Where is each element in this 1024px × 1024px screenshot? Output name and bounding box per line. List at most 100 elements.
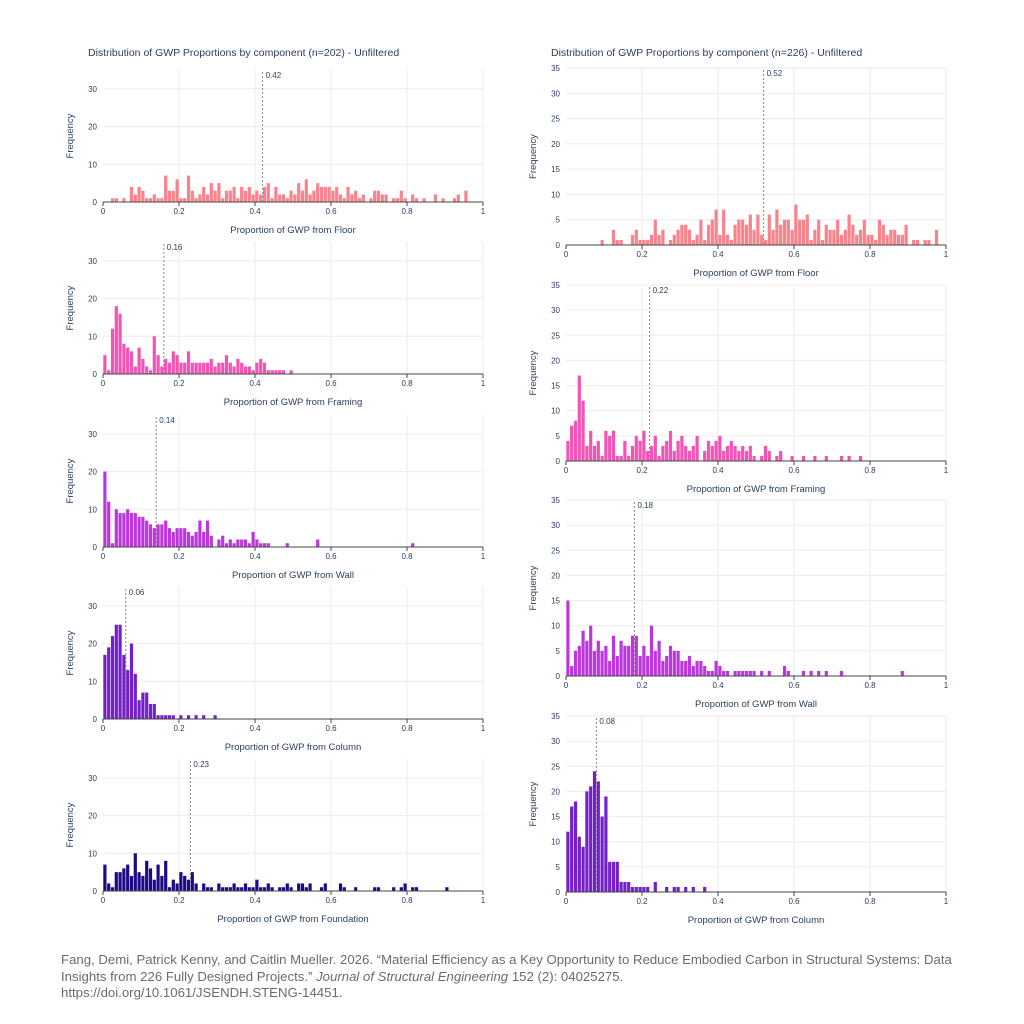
left-floor-bar <box>441 198 445 202</box>
right-floor-bar <box>657 234 661 245</box>
right-floor-ytick-label: 35 <box>551 64 560 73</box>
right-wall-bar <box>577 645 581 676</box>
right-wall-xtick-label: 0.2 <box>636 681 648 690</box>
left-column-bar <box>141 692 145 719</box>
right-floor-bar <box>760 234 764 245</box>
right-wall-bar <box>767 670 771 676</box>
right-framing-bar <box>570 425 574 461</box>
right-wall-bar <box>646 655 650 676</box>
left-column-bar <box>118 624 122 719</box>
right-column-bar <box>642 886 646 892</box>
right-wall-bar <box>657 640 661 676</box>
left-column-bar <box>202 715 206 719</box>
left-floor-bar <box>399 190 403 202</box>
left-foundation-bar <box>122 868 126 891</box>
right-wall-bar <box>722 670 726 676</box>
right-wall-xtick-label: 0.6 <box>788 681 800 690</box>
left-floor-bar <box>171 190 175 202</box>
left-wall-bar <box>137 516 141 547</box>
left-framing-bar <box>278 370 282 374</box>
right-wall-bar <box>725 670 730 676</box>
citation: Fang, Demi, Patrick Kenny, and Caitlin M… <box>61 952 981 1002</box>
right-wall-bar <box>638 655 642 676</box>
right-framing-xtick-label: 0.8 <box>864 466 876 475</box>
right-wall-bar <box>649 625 654 676</box>
left-wall-bar <box>228 539 232 547</box>
left-column-bar <box>133 673 137 719</box>
left-column-ytick-label: 20 <box>88 640 97 649</box>
right-wall-bar <box>714 660 718 676</box>
left-floor-bar <box>255 190 259 202</box>
right-floor-bar <box>710 219 714 245</box>
left-foundation-bar <box>175 883 179 891</box>
left-floor-bar <box>266 183 270 202</box>
right-wall-ytick-label: 30 <box>551 521 560 530</box>
right-wall-bar <box>786 670 790 676</box>
right-floor-bar <box>820 239 825 245</box>
right-column-bar <box>615 861 619 892</box>
left-foundation-bar <box>156 864 160 891</box>
left-foundation-bar <box>148 868 153 891</box>
left-foundation-bar <box>278 887 282 891</box>
left-floor-bar <box>369 198 373 202</box>
right-wall-bar <box>752 670 756 676</box>
right-framing-bar <box>824 455 828 461</box>
right-chart-title: Distribution of GWP Proportions by compo… <box>551 47 862 59</box>
right-framing-bar <box>695 435 699 461</box>
left-floor-xtick-label: 1 <box>481 207 486 216</box>
right-framing-bar <box>733 445 737 461</box>
left-column-xtick-label: 0 <box>101 724 106 733</box>
left-floor-ytick-label: 30 <box>88 85 97 94</box>
right-floor-bar <box>638 239 642 245</box>
right-framing-ytick-label: 15 <box>551 382 560 391</box>
right-wall-bar <box>581 630 585 676</box>
left-floor-bar <box>300 190 305 202</box>
left-framing-ytick-label: 30 <box>88 257 97 266</box>
left-floor-bar <box>392 198 396 202</box>
left-foundation-bar <box>255 879 259 891</box>
right-wall-ytick-label: 0 <box>556 672 561 681</box>
right-framing-xtick-label: 1 <box>944 466 949 475</box>
right-framing-bar <box>573 420 578 461</box>
left-foundation-ytick-label: 10 <box>88 849 97 858</box>
right-wall-bar <box>668 645 673 676</box>
panel-left-wall: 0 10 20 30 0 0.2 0.4 0.6 0.8 1 0.14 Proportion of G… <box>65 415 486 581</box>
right-framing-bar <box>630 445 635 461</box>
citation-details: 152 (2): 04025275. <box>511 968 624 984</box>
right-wall-ytick-label: 10 <box>551 622 560 631</box>
right-wall-bar <box>760 670 764 676</box>
right-framing-bar <box>577 375 581 461</box>
right-wall-bar <box>839 670 844 676</box>
right-wall-bar <box>680 660 684 676</box>
left-wall-bar <box>202 531 206 547</box>
left-column-bar <box>114 624 118 719</box>
left-floor-bar <box>122 198 126 202</box>
left-foundation-bar <box>289 887 293 891</box>
right-floor-bar <box>934 229 939 245</box>
left-foundation-bar <box>145 860 149 891</box>
left-foundation-xtick-label: 0.6 <box>325 896 337 905</box>
left-wall-bar <box>255 539 259 547</box>
left-foundation-bar <box>262 887 267 891</box>
right-column-bar <box>573 801 578 892</box>
left-floor-bar <box>361 194 365 202</box>
right-framing-bar <box>801 455 806 461</box>
left-wall-bar <box>205 520 210 547</box>
left-wall-bar <box>240 539 244 547</box>
left-floor-bar <box>145 198 149 202</box>
right-framing-bar <box>691 445 695 461</box>
left-foundation-bar <box>137 872 141 891</box>
left-framing-bar <box>194 362 198 374</box>
left-wall-bar <box>103 471 107 547</box>
left-floor-bar <box>205 194 210 202</box>
left-wall-xtick-label: 0.6 <box>325 552 337 561</box>
left-wall-bar <box>186 531 191 547</box>
right-floor-ytick-label: 0 <box>556 241 561 250</box>
left-floor-bar <box>456 194 460 202</box>
right-framing-bar <box>710 445 714 461</box>
right-column-ytick-label: 20 <box>551 787 560 796</box>
right-framing-xtick-label: 0.6 <box>788 466 800 475</box>
right-framing-bar <box>687 450 692 461</box>
right-wall-bar <box>733 670 737 676</box>
left-floor-bar <box>327 186 331 202</box>
